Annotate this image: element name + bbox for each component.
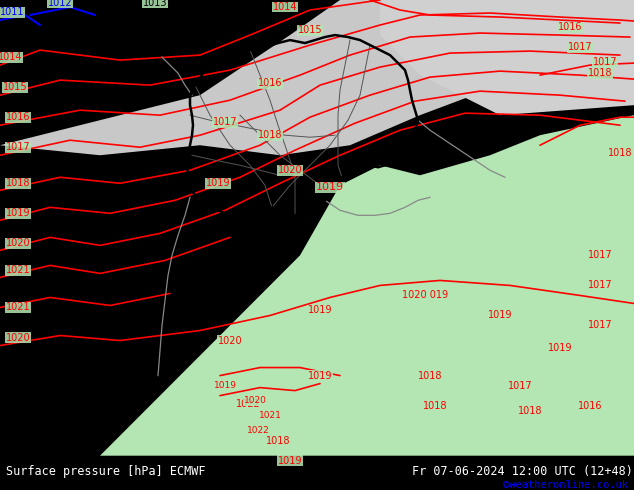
Text: 1019: 1019	[548, 343, 573, 352]
Text: 1021: 1021	[6, 302, 30, 313]
Text: 1019: 1019	[307, 370, 332, 381]
Polygon shape	[380, 0, 634, 115]
Text: 1017: 1017	[508, 381, 533, 391]
Text: 1019: 1019	[307, 305, 332, 316]
Text: 1018: 1018	[418, 370, 443, 381]
Text: 1017: 1017	[212, 117, 237, 127]
Text: 1019: 1019	[206, 178, 230, 188]
Text: 1020: 1020	[6, 238, 30, 248]
Text: 1018: 1018	[588, 68, 612, 78]
Text: 1017: 1017	[588, 320, 612, 330]
Text: 1017: 1017	[593, 57, 618, 67]
Text: 1018: 1018	[266, 436, 290, 446]
Text: 1019: 1019	[6, 208, 30, 219]
Text: 1016: 1016	[578, 401, 602, 411]
Text: 1018: 1018	[258, 130, 282, 140]
Text: 1018: 1018	[423, 401, 447, 411]
Text: 1017: 1017	[588, 280, 612, 291]
Text: 1013: 1013	[143, 0, 167, 8]
Polygon shape	[0, 0, 634, 155]
Text: 1015: 1015	[3, 82, 27, 92]
Text: 1021: 1021	[259, 411, 281, 420]
Text: 1016: 1016	[258, 78, 282, 88]
Text: 1017: 1017	[588, 250, 612, 260]
Text: 1022: 1022	[236, 399, 261, 409]
Polygon shape	[0, 115, 634, 456]
Text: 1020: 1020	[278, 165, 302, 175]
Text: 1014: 1014	[0, 52, 22, 62]
Text: 1019: 1019	[278, 456, 302, 466]
Text: Fr 07-06-2024 12:00 UTC (12+48): Fr 07-06-2024 12:00 UTC (12+48)	[412, 465, 633, 478]
Text: 1022: 1022	[247, 426, 269, 435]
Text: 1012: 1012	[48, 0, 72, 8]
Text: 1020: 1020	[6, 333, 30, 343]
Text: 1021: 1021	[6, 266, 30, 275]
Text: 1018: 1018	[6, 178, 30, 188]
Text: 1020: 1020	[243, 396, 266, 405]
Text: 1018: 1018	[518, 406, 542, 416]
Text: 1016: 1016	[558, 22, 582, 32]
Text: 1018: 1018	[608, 148, 632, 158]
Text: 1020: 1020	[217, 336, 242, 345]
Text: 1014: 1014	[273, 2, 297, 12]
Text: 1017: 1017	[6, 142, 30, 152]
Text: 1020 019: 1020 019	[402, 291, 448, 300]
Text: 1016: 1016	[6, 112, 30, 122]
Text: Surface pressure [hPa] ECMWF: Surface pressure [hPa] ECMWF	[6, 465, 206, 478]
Text: 1019: 1019	[316, 182, 344, 192]
Text: 1019: 1019	[488, 311, 512, 320]
Text: 1015: 1015	[298, 25, 322, 35]
Text: 1011: 1011	[0, 7, 24, 17]
Text: 1019: 1019	[214, 381, 236, 390]
Text: 1017: 1017	[567, 42, 592, 52]
Text: ©weatheronline.co.uk: ©weatheronline.co.uk	[503, 480, 628, 490]
